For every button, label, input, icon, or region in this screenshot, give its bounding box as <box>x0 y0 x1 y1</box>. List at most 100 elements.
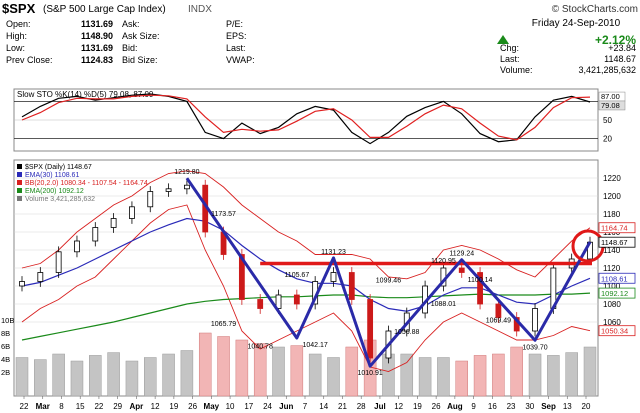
price-annotation: 1173.57 <box>211 211 236 218</box>
volume-bar <box>400 353 414 397</box>
price-annotation: 1010.91 <box>357 370 382 377</box>
price-tick-label: 1220 <box>603 174 621 183</box>
candle-body <box>110 218 117 228</box>
quote-label: High: <box>6 31 27 41</box>
volume-bar <box>162 353 175 397</box>
quote-label: Last: <box>226 43 246 53</box>
sto-line-pct-d <box>21 94 591 141</box>
candle-body <box>293 294 300 305</box>
quote-label: Ask Size: <box>122 31 160 41</box>
legend-swatch <box>17 172 22 177</box>
volume-bar <box>510 346 523 397</box>
summary-label: Chg: <box>500 43 519 53</box>
price-badge <box>598 287 636 299</box>
volume-bar <box>492 353 505 397</box>
price-legend-entry: $SPX (Daily) 1148.67 <box>25 164 92 171</box>
price-legend-entry: BB(20,2.0) 1080.34 - 1107.54 - 1164.74 <box>25 180 148 187</box>
volume-bar <box>290 345 304 397</box>
quote-label: EPS: <box>226 31 247 41</box>
x-tick-label: Jul <box>374 402 386 411</box>
candle-body <box>348 272 355 300</box>
sto-line-pct-k <box>21 93 591 145</box>
x-tick-label: 26 <box>432 402 441 411</box>
sto-tick-label: 20 <box>603 135 612 144</box>
percent-change: +2.12% <box>595 33 636 47</box>
price-tick-label: 1140 <box>603 246 621 255</box>
sto-badge-label: 87.00 <box>601 92 620 101</box>
candle-body <box>532 308 538 332</box>
volume-tick-label: 8B <box>1 329 10 338</box>
price-legend-entry: EMA(30) 1108.61 <box>25 172 79 179</box>
price-badge <box>598 236 636 248</box>
candle-body <box>367 299 374 359</box>
candle-body <box>330 272 337 282</box>
volume-bar <box>547 355 560 397</box>
sto-badge <box>598 100 626 111</box>
quote-label: Ask: <box>122 19 140 29</box>
volume-bar <box>198 332 212 397</box>
x-tick-label: 14 <box>319 402 328 411</box>
x-tick-label: Aug <box>447 402 463 411</box>
x-tick-label: 12 <box>151 402 160 411</box>
x-tick-label: 29 <box>113 402 122 411</box>
x-tick-label: 24 <box>263 402 272 411</box>
price-annotation: 1219.80 <box>174 169 199 176</box>
volume-bar <box>52 353 65 397</box>
volume-tick-label: 4B <box>1 355 10 364</box>
x-tick-label: 13 <box>563 402 572 411</box>
x-tick-label: Sep <box>541 402 556 411</box>
price-legend-entry: Volume 3,421,285,632 <box>25 196 95 203</box>
price-annotation: 1099.46 <box>376 277 401 284</box>
price-tick-label: 1080 <box>603 300 621 309</box>
candle-body <box>147 191 154 208</box>
volume-bar <box>272 346 285 397</box>
quote-header: $SPX (S&P 500 Large Cap Index) INDX © St… <box>2 1 638 75</box>
candle-body <box>19 281 25 287</box>
quote-label: VWAP: <box>226 55 255 65</box>
candle-body <box>477 272 483 305</box>
x-tick-label: 26 <box>188 402 197 411</box>
summary-value: +23.84 <box>608 43 636 53</box>
volume-bar <box>473 355 487 397</box>
candle-body <box>37 272 44 282</box>
volume-bar <box>565 352 578 397</box>
volume-bar <box>15 357 29 397</box>
price-badge-label: 1050.34 <box>601 327 628 336</box>
summary-table: Chg: +23.84 Last: 1148.67 Volume: 3,421,285,6… <box>500 43 636 75</box>
price-tick-label: 1120 <box>603 264 621 273</box>
volume-bar <box>437 357 450 397</box>
price-badge <box>598 272 636 284</box>
price-badge <box>598 222 636 234</box>
x-tick-label: 10 <box>226 402 235 411</box>
price-annotation: 1056.88 <box>394 329 419 336</box>
candle-body <box>238 254 245 300</box>
price-badge-label: 1108.61 <box>601 274 628 283</box>
candle-body <box>495 303 502 318</box>
quote-label: Bid: <box>122 43 138 53</box>
x-tick-label: 22 <box>94 402 103 411</box>
x-tick-label: 23 <box>507 402 516 411</box>
price-annotation: 1120.95 <box>431 258 456 265</box>
x-tick-label: Apr <box>130 402 144 411</box>
volume-bar <box>144 357 157 397</box>
quote-label: P/E: <box>226 19 243 29</box>
price-tick-label: 1100 <box>603 282 621 291</box>
legend-swatch <box>17 188 22 193</box>
x-tick-label: Jun <box>279 402 293 411</box>
candle-body <box>257 299 264 309</box>
ema30-line <box>21 217 591 312</box>
price-badge-label: 1164.74 <box>601 224 628 233</box>
price-annotation: 1100.14 <box>468 277 493 284</box>
symbol-title: $SPX <box>2 1 36 16</box>
volume-bar <box>327 357 340 397</box>
quote-label: Low: <box>6 43 25 53</box>
volume-bar <box>34 359 47 397</box>
price-legend-entry: EMA(200) 1092.12 <box>25 188 84 195</box>
volume-bar <box>180 350 194 397</box>
x-tick-label: 30 <box>525 402 534 411</box>
sto-legend: Slow STO %K(14) %D(5) 79.08, 87.00 <box>17 90 154 99</box>
index-name: (S&P 500 Large Cap Index) <box>43 4 166 15</box>
price-annotation: 1065.79 <box>211 321 236 328</box>
price-annotation: 1105.67 <box>284 272 309 279</box>
quote-value: 1124.83 <box>81 55 113 65</box>
